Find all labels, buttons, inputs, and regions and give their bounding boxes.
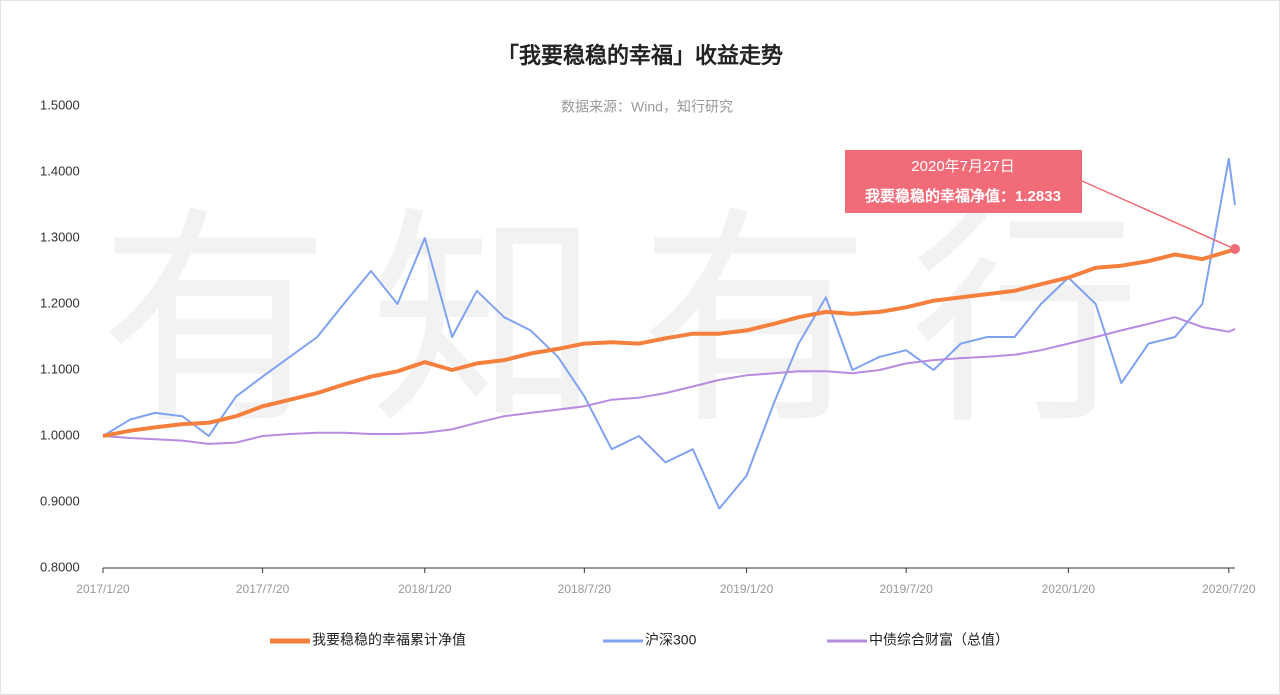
y-tick-label: 0.9000 [40,493,80,508]
y-tick-label: 1.5000 [40,97,80,112]
annotation-text: 我要稳稳的幸福净值：1.2833 [865,187,1061,205]
annotation-box [845,150,1082,213]
x-tick-label: 2020/1/20 [1042,582,1096,596]
y-tick-label: 1.3000 [40,229,80,244]
series-line [102,247,1236,438]
x-tick-label: 2017/1/20 [76,582,130,596]
chart-subtitle: 数据来源：Wind，知行研究 [561,99,733,115]
x-tick-label: 2019/7/20 [879,582,933,596]
x-tick-label: 2017/7/20 [236,582,290,596]
x-tick-label: 2020/7/20 [1202,582,1256,596]
x-tick-label: 2018/1/20 [398,582,452,596]
series-line [102,157,1236,510]
annotation-leader [1081,180,1236,250]
y-tick-label: 1.2000 [40,295,80,310]
y-tick-label: 1.0000 [40,427,80,442]
legend-label: 沪深300 [645,632,697,648]
legend-label: 中债综合财富（总值） [869,632,1009,648]
y-tick-label: 1.4000 [40,163,80,178]
y-tick-label: 0.8000 [40,559,80,574]
x-tick-label: 2018/7/20 [558,582,612,596]
x-tick-label: 2019/1/20 [720,582,774,596]
chart-title: 「我要稳稳的幸福」收益走势 [497,43,783,68]
series-line [102,316,1236,445]
y-tick-label: 1.1000 [40,361,80,376]
annotation-point [1230,244,1240,255]
legend-label: 我要稳稳的幸福累计净值 [312,632,466,648]
watermark: 有知有行 [100,193,1180,450]
annotation-date: 2020年7月27日 [911,158,1014,175]
